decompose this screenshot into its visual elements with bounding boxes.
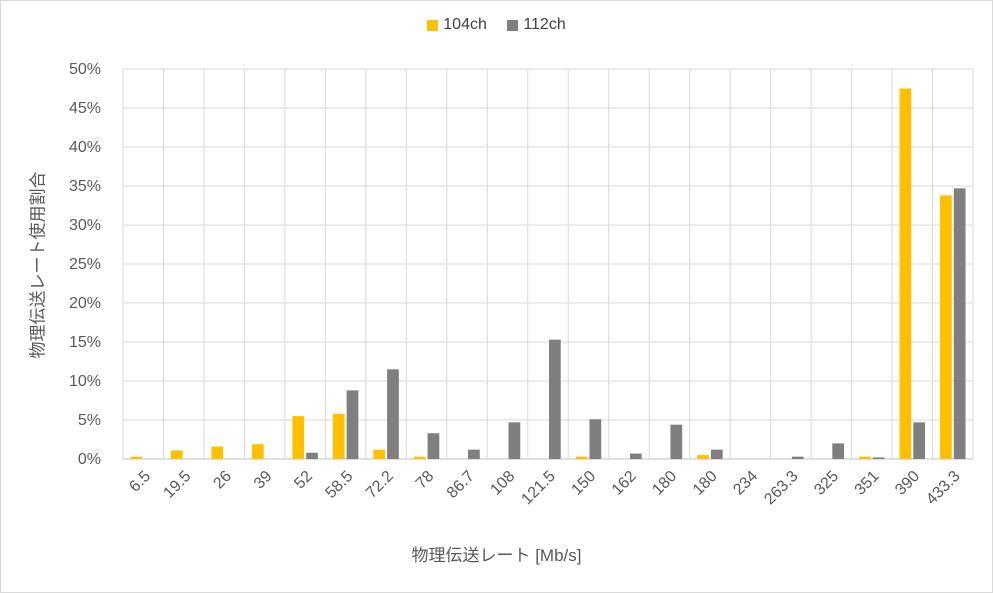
bar-104ch	[697, 455, 709, 459]
legend-swatch-104ch	[427, 19, 439, 31]
bar-104ch	[373, 449, 386, 459]
x-tick-label: 26	[210, 468, 235, 493]
bar-112ch	[468, 449, 480, 459]
x-tick-label: 39	[251, 468, 276, 493]
y-tick-label: 20%	[69, 295, 101, 312]
bar-112ch	[913, 422, 926, 459]
bar-104ch	[413, 456, 426, 459]
x-tick-label: 390	[892, 468, 923, 499]
x-tick-label: 86.7	[444, 468, 478, 502]
x-tick-label: 180	[649, 468, 680, 499]
bar-104ch	[899, 88, 912, 459]
legend-item-104ch: 104ch	[427, 16, 487, 34]
y-tick-labels: 0% 5% 10% 15% 20% 25% 30% 35% 40% 45% 50%	[69, 61, 101, 468]
bar-104ch	[575, 456, 588, 459]
bar-112ch	[710, 449, 723, 459]
legend-item-112ch: 112ch	[507, 16, 566, 34]
bar-104ch	[292, 416, 305, 459]
gridlines	[122, 68, 974, 460]
x-tick-label: 19.5	[161, 468, 195, 502]
bars	[130, 88, 966, 460]
bar-104ch	[859, 456, 871, 459]
y-tick-label: 0%	[78, 451, 101, 468]
x-tick-label: 78	[413, 468, 438, 493]
y-tick-label: 5%	[78, 412, 101, 429]
bar-112ch	[832, 443, 845, 459]
legend-label-104ch: 104ch	[443, 16, 487, 33]
bar-104ch	[251, 444, 264, 459]
legend: 104ch 112ch	[0, 16, 993, 36]
bar-104ch	[211, 446, 224, 459]
bar-112ch	[346, 390, 359, 459]
x-tick-label: 108	[487, 468, 518, 499]
x-tick-label: 351	[852, 468, 883, 499]
bar-112ch	[508, 422, 521, 459]
bar-112ch	[549, 339, 561, 459]
x-tick-label: 58.5	[322, 468, 356, 502]
x-tick-label: 72.2	[363, 468, 397, 502]
x-tick-label: 52	[291, 468, 316, 493]
bar-112ch	[629, 453, 642, 459]
x-tick-label: 325	[811, 468, 842, 499]
bar-112ch	[387, 369, 399, 459]
bar-112ch	[872, 457, 885, 459]
bar-104ch	[940, 195, 952, 460]
bar-104ch	[170, 450, 183, 459]
x-tick-labels: 6.5 19.5 26 39 52 58.5 72.2 78 86.7 108 121.5 150 16…	[126, 468, 963, 508]
bar-112ch	[670, 424, 683, 459]
x-tick-label: 162	[609, 468, 640, 499]
x-tick-label: 234	[730, 468, 761, 499]
y-tick-label: 30%	[69, 217, 101, 234]
y-tick-label: 25%	[69, 256, 101, 273]
bar-112ch	[427, 433, 440, 459]
bar-112ch	[306, 452, 318, 459]
bar-112ch	[791, 456, 804, 459]
legend-label-112ch: 112ch	[523, 16, 566, 33]
legend-swatch-112ch	[507, 19, 519, 31]
y-tick-label: 45%	[69, 100, 101, 117]
y-tick-label: 40%	[69, 139, 101, 156]
bar-112ch	[589, 419, 602, 459]
x-tick-label: 6.5	[126, 468, 154, 496]
x-tick-label: 180	[690, 468, 721, 499]
bar-104ch	[130, 456, 143, 459]
x-tick-label: 263.3	[761, 468, 801, 508]
y-tick-label: 15%	[69, 334, 101, 351]
y-tick-label: 10%	[69, 373, 101, 390]
x-tick-label: 150	[568, 468, 599, 499]
x-axis-title: 物理伝送レート [Mb/s]	[411, 546, 582, 565]
x-tick-label: 433.3	[923, 468, 963, 508]
x-tick-label: 121.5	[518, 468, 558, 508]
y-tick-label: 35%	[69, 178, 101, 195]
y-tick-label: 50%	[69, 61, 101, 78]
bar-112ch	[953, 188, 966, 459]
bar-104ch	[332, 413, 345, 459]
